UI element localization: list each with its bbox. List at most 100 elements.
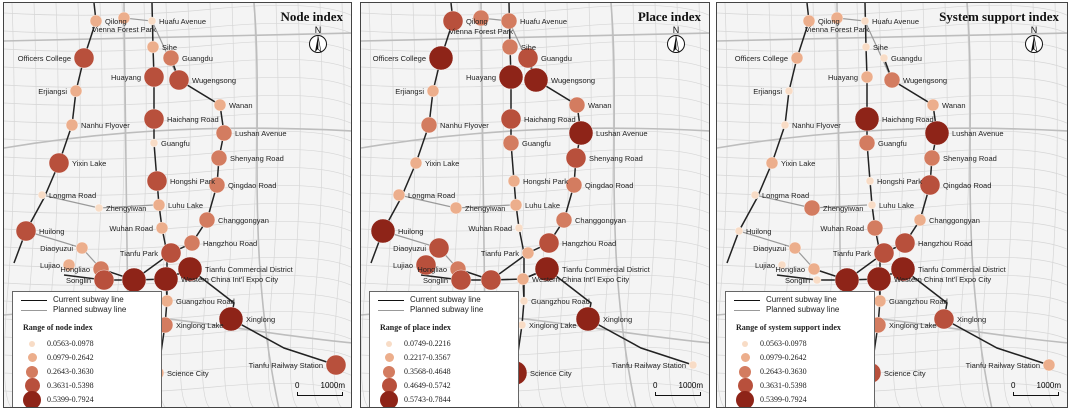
station-marker[interactable] — [803, 199, 821, 217]
station-marker[interactable] — [834, 267, 860, 293]
station-marker[interactable] — [155, 221, 169, 235]
station-marker[interactable] — [415, 254, 437, 276]
station-marker[interactable] — [449, 201, 463, 215]
station-marker[interactable] — [866, 266, 892, 292]
station-marker[interactable] — [923, 149, 941, 167]
station-marker[interactable] — [509, 198, 523, 212]
station-marker[interactable] — [143, 108, 165, 130]
station-marker[interactable] — [858, 134, 876, 152]
station-marker[interactable] — [420, 116, 438, 134]
station-marker[interactable] — [919, 174, 941, 196]
station-marker[interactable] — [933, 308, 955, 330]
station-marker[interactable] — [873, 242, 895, 264]
station-marker[interactable] — [555, 211, 573, 229]
station-marker[interactable] — [924, 120, 950, 146]
station-marker[interactable] — [183, 234, 201, 252]
station-marker[interactable] — [523, 67, 549, 93]
station-marker[interactable] — [780, 120, 790, 130]
station-marker[interactable] — [807, 262, 821, 276]
station-marker[interactable] — [507, 174, 521, 188]
station-marker[interactable] — [117, 11, 131, 25]
station-marker[interactable] — [894, 232, 916, 254]
station-marker[interactable] — [501, 38, 519, 56]
station-marker[interactable] — [62, 258, 76, 272]
station-marker[interactable] — [480, 269, 502, 291]
station-marker[interactable] — [688, 360, 698, 370]
station-marker[interactable] — [149, 138, 159, 148]
station-marker[interactable] — [568, 120, 594, 146]
station-marker[interactable] — [213, 98, 227, 112]
station-marker[interactable] — [152, 198, 166, 212]
station-marker[interactable] — [861, 42, 871, 52]
station-marker[interactable] — [854, 106, 880, 132]
station-marker[interactable] — [502, 134, 520, 152]
station-marker[interactable] — [565, 147, 587, 169]
station-marker[interactable] — [177, 256, 203, 282]
station-marker[interactable] — [883, 71, 901, 89]
station-marker[interactable] — [734, 226, 744, 236]
station-marker[interactable] — [521, 246, 535, 260]
station-marker[interactable] — [568, 96, 586, 114]
station-marker[interactable] — [565, 176, 583, 194]
station-marker[interactable] — [926, 98, 940, 112]
station-marker[interactable] — [409, 156, 423, 170]
station-marker[interactable] — [162, 49, 180, 67]
station-marker[interactable] — [860, 16, 870, 26]
station-marker[interactable] — [65, 118, 79, 132]
station-marker[interactable] — [428, 237, 450, 259]
station-marker[interactable] — [121, 267, 147, 293]
station-marker[interactable] — [442, 10, 464, 32]
station-marker[interactable] — [784, 86, 794, 96]
station-marker[interactable] — [428, 45, 454, 71]
station-marker[interactable] — [37, 190, 47, 200]
station-marker[interactable] — [890, 256, 916, 282]
station-marker[interactable] — [210, 149, 228, 167]
station-marker[interactable] — [450, 269, 472, 291]
station-marker[interactable] — [519, 296, 529, 306]
station-marker[interactable] — [500, 12, 518, 30]
station-marker[interactable] — [750, 190, 760, 200]
station-marker[interactable] — [538, 232, 560, 254]
station-marker[interactable] — [93, 269, 115, 291]
station-marker[interactable] — [94, 203, 104, 213]
station-marker[interactable] — [198, 211, 216, 229]
station-marker[interactable] — [15, 220, 37, 242]
station-marker[interactable] — [146, 40, 160, 54]
station-marker[interactable] — [370, 218, 396, 244]
station-marker[interactable] — [802, 14, 816, 28]
station-marker[interactable] — [426, 84, 440, 98]
station-marker[interactable] — [208, 176, 226, 194]
station-marker[interactable] — [830, 11, 844, 25]
station-marker[interactable] — [89, 14, 103, 28]
station-marker[interactable] — [517, 320, 527, 330]
station-marker[interactable] — [913, 213, 927, 227]
station-marker[interactable] — [498, 64, 524, 90]
station-marker[interactable] — [860, 70, 874, 84]
station-marker[interactable] — [790, 51, 804, 65]
station-marker[interactable] — [69, 84, 83, 98]
station-marker[interactable] — [48, 152, 70, 174]
station-marker[interactable] — [168, 69, 190, 91]
station-marker[interactable] — [392, 188, 406, 202]
station-marker[interactable] — [812, 275, 822, 285]
station-marker[interactable] — [160, 242, 182, 264]
station-marker[interactable] — [500, 108, 522, 130]
station-marker[interactable] — [765, 156, 779, 170]
station-marker[interactable] — [865, 176, 875, 186]
station-marker[interactable] — [218, 306, 244, 332]
station-marker[interactable] — [73, 47, 95, 69]
station-marker[interactable] — [866, 219, 884, 237]
station-marker[interactable] — [160, 294, 174, 308]
station-marker[interactable] — [146, 170, 168, 192]
station-marker[interactable] — [1042, 358, 1056, 372]
station-marker[interactable] — [777, 260, 787, 270]
station-marker[interactable] — [879, 53, 889, 63]
station-marker[interactable] — [517, 47, 539, 69]
station-marker[interactable] — [873, 294, 887, 308]
station-marker[interactable] — [516, 272, 530, 286]
station-marker[interactable] — [575, 306, 601, 332]
station-marker[interactable] — [472, 9, 490, 27]
station-marker[interactable] — [143, 66, 165, 88]
station-marker[interactable] — [75, 241, 89, 255]
station-marker[interactable] — [534, 256, 560, 282]
